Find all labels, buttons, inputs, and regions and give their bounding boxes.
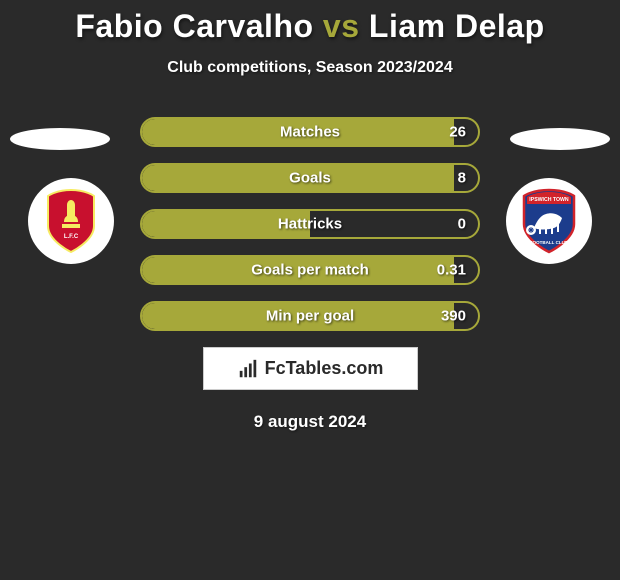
stat-bar: Matches 26 (140, 117, 480, 147)
bar-value: 0 (458, 216, 466, 233)
bar-value: 26 (449, 124, 466, 141)
stat-bar: Hattricks 0 (140, 209, 480, 239)
subtitle: Club competitions, Season 2023/2024 (0, 59, 620, 77)
stat-bar: Min per goal 390 (140, 301, 480, 331)
player1-name: Fabio Carvalho (75, 8, 313, 44)
stat-bars: Matches 26 Goals 8 Hattricks 0 Goals per… (140, 117, 480, 331)
left-oval-shape (10, 128, 110, 150)
chart-icon (237, 358, 259, 380)
attribution-text: FcTables.com (265, 358, 384, 379)
bar-label: Goals (289, 170, 331, 187)
attribution-box: FcTables.com (203, 347, 418, 390)
stat-bar: Goals per match 0.31 (140, 255, 480, 285)
svg-text:L.F.C: L.F.C (64, 234, 79, 240)
bar-value: 390 (441, 308, 466, 325)
date-text: 9 august 2024 (0, 412, 620, 432)
player2-name: Liam Delap (369, 8, 545, 44)
right-oval-shape (510, 128, 610, 150)
liverpool-icon: L.F.C (36, 186, 106, 256)
page-title: Fabio Carvalho vs Liam Delap (0, 8, 620, 45)
stat-bar: Goals 8 (140, 163, 480, 193)
bar-label: Matches (280, 124, 340, 141)
right-club-badge: IPSWICH TOWN FOOTBALL CLUB (506, 178, 592, 264)
bar-label: Hattricks (278, 216, 342, 233)
comparison-card: Fabio Carvalho vs Liam Delap Club compet… (0, 0, 620, 432)
svg-text:FOOTBALL CLUB: FOOTBALL CLUB (530, 240, 569, 245)
bar-value: 8 (458, 170, 466, 187)
bar-label: Goals per match (251, 262, 369, 279)
svg-text:IPSWICH TOWN: IPSWICH TOWN (529, 197, 569, 203)
left-club-badge: L.F.C (28, 178, 114, 264)
ipswich-icon: IPSWICH TOWN FOOTBALL CLUB (514, 186, 584, 256)
vs-text: vs (323, 8, 360, 44)
bar-value: 0.31 (437, 262, 466, 279)
bar-label: Min per goal (266, 308, 354, 325)
